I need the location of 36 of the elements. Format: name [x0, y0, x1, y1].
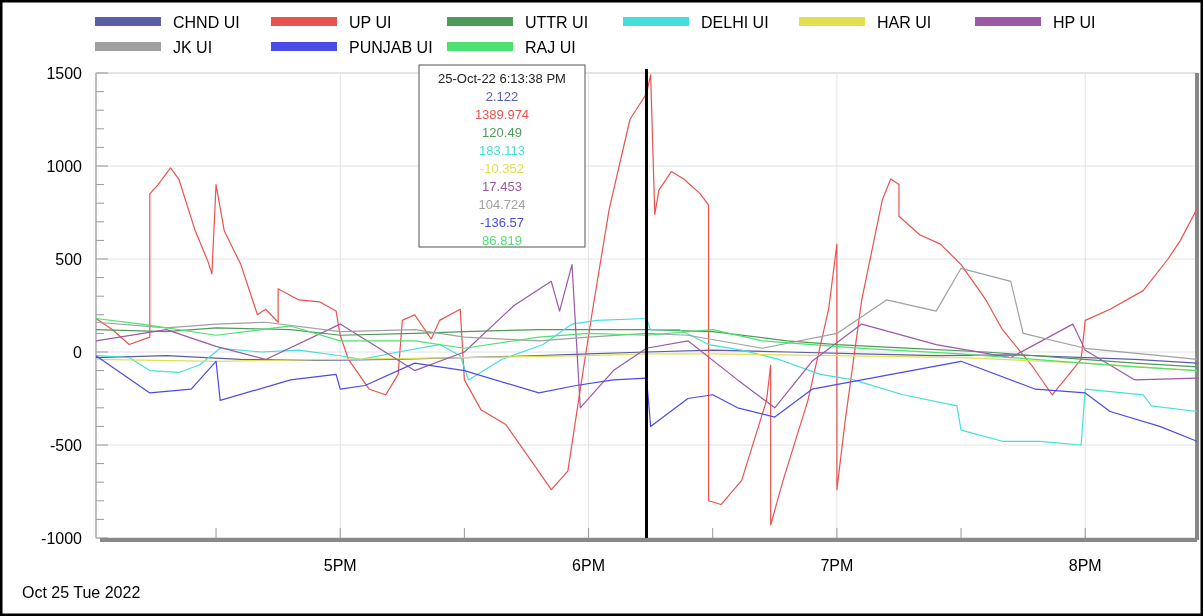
line-series [95, 317, 1198, 446]
annotation: -10.352 [479, 160, 525, 176]
annotation: 183.113 [478, 142, 526, 158]
y-tick-label: 1500 [46, 64, 83, 82]
y-tick-label: 500 [55, 250, 83, 268]
y-tick-label: 0 [73, 343, 83, 361]
annotation: -136.57 [479, 214, 525, 230]
annotation: 2.122 [485, 88, 519, 104]
x-tick-label: 6PM [572, 557, 606, 574]
annotation: 1389.974 [474, 106, 530, 122]
annotation: 17.453 [482, 178, 522, 194]
legend-label: DELHI UI [701, 13, 769, 31]
legend-label: JK UI [173, 38, 213, 56]
x-tick-label: 7PM [820, 557, 854, 574]
legend-label: HAR UI [877, 13, 932, 31]
line-series [95, 355, 1198, 442]
annotation: 120.49 [482, 124, 522, 140]
annotation: 86.819 [482, 232, 522, 248]
y-tick-label: -500 [49, 436, 83, 454]
legend-label: HP UI [1053, 13, 1096, 31]
line-series [95, 317, 1198, 372]
line-series [95, 263, 1198, 409]
line-series [95, 327, 1198, 368]
line-series [95, 74, 1198, 526]
y-tick-label: -1000 [41, 529, 83, 547]
legend-label: PUNJAB UI [349, 38, 433, 56]
legend-label: UTTR UI [525, 13, 589, 31]
x-tick-label: 8PM [1068, 557, 1102, 574]
legend-label: CHND UI [173, 13, 240, 31]
legend-label: RAJ UI [525, 38, 576, 56]
y-tick-label: 1000 [46, 157, 83, 175]
x-tick-label: 5PM [323, 557, 357, 574]
annotation: 104.724 [478, 196, 526, 212]
legend-label: UP UI [349, 13, 392, 31]
text: Oct 25 Tue 2022 [22, 584, 141, 601]
annotation: 25-Oct-22 6:13:38 PM [438, 70, 566, 86]
